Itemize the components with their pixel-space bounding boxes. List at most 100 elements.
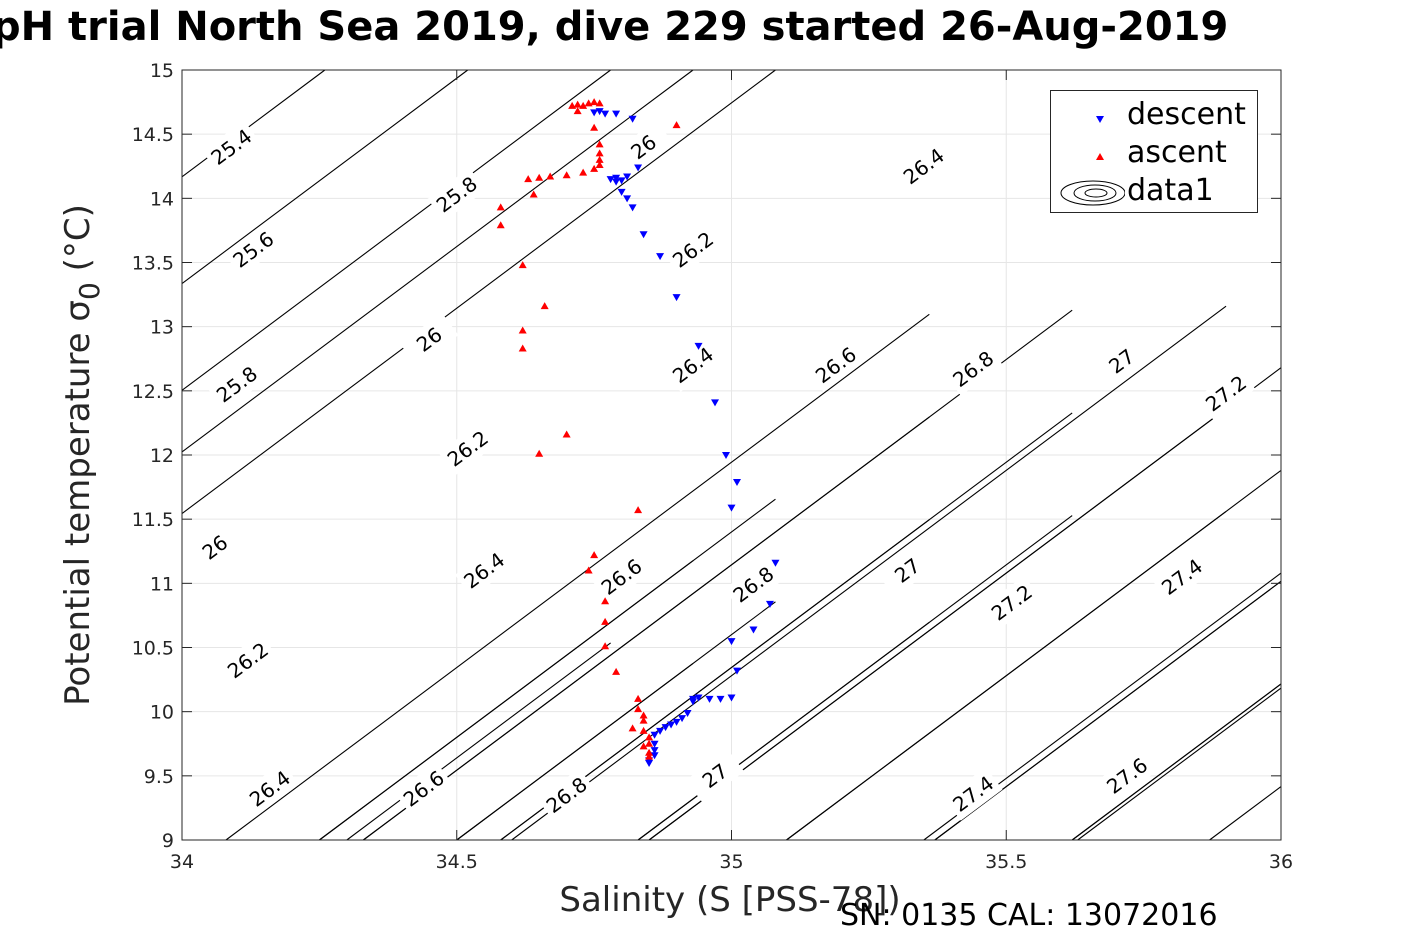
descent-point	[678, 715, 687, 723]
contour-label-bg	[207, 357, 267, 412]
contour-label-bg	[537, 768, 596, 822]
chart-title: pH trial North Sea 2019, dive 229 starte…	[0, 4, 1229, 50]
contour-label-bg	[240, 761, 300, 816]
data-points	[496, 98, 780, 767]
descent-point	[623, 173, 632, 181]
y-tick-label: 15	[150, 60, 174, 82]
contour-line	[363, 309, 1073, 841]
y-axis-label-text: Potential temperature σ	[58, 300, 98, 706]
contour-label-bg	[427, 167, 486, 222]
ascent-point	[535, 173, 544, 181]
ascent-point	[634, 506, 643, 514]
contour-label-bg	[1152, 550, 1212, 604]
descent-point	[650, 740, 659, 748]
ascent-point	[595, 99, 604, 107]
contour-line	[181, 69, 469, 284]
ascent-point	[562, 171, 571, 179]
contour-line	[181, 69, 694, 453]
contour-label-bg	[218, 633, 278, 688]
descent-point	[705, 695, 714, 703]
ascent-point	[645, 752, 654, 760]
descent-point	[628, 204, 637, 212]
ascent-point	[595, 149, 604, 157]
contour-label-bg	[455, 543, 514, 598]
contour-label-bg	[185, 520, 245, 575]
x-tick-label: 35.5	[985, 851, 1027, 873]
contour-label-bg	[1097, 749, 1157, 803]
contour-label-bg	[944, 767, 1003, 821]
descent-point	[656, 253, 665, 261]
y-tick-label: 14	[150, 188, 174, 210]
legend-label-descent: descent	[1127, 97, 1246, 132]
descent-point	[628, 115, 637, 123]
ascent-point	[639, 716, 648, 724]
descent-point	[634, 164, 643, 172]
contour-label-bg	[663, 338, 723, 392]
descent-point	[732, 667, 741, 675]
descent-point	[683, 709, 692, 717]
y-tick-label: 10	[150, 702, 174, 724]
contour-line	[1071, 683, 1282, 841]
descent-point	[650, 747, 659, 755]
contour-label-bg	[202, 120, 261, 174]
descent-point	[650, 731, 659, 739]
contour-label-bg	[438, 421, 497, 476]
y-tick-label: 11	[150, 573, 174, 595]
ascent-point	[639, 742, 648, 750]
legend-entry-data1: data1	[1051, 173, 1257, 211]
contour-label-bg	[806, 338, 866, 392]
legend[interactable]: descent ascent data1	[1050, 90, 1258, 213]
contour-label-bg	[982, 575, 1041, 630]
serial-calibration-note: SN: 0135 CAL: 13072016	[840, 898, 1218, 933]
ascent-point	[590, 164, 599, 172]
contour-icon	[1060, 180, 1125, 206]
ascent-point	[601, 642, 610, 650]
y-tick-label: 13.5	[132, 253, 174, 275]
x-tick-label: 34	[170, 851, 194, 873]
ascent-point	[568, 101, 577, 109]
ascent-point	[639, 726, 648, 734]
descent-point	[617, 188, 626, 196]
descent-point	[612, 110, 621, 118]
descent-point	[727, 694, 736, 702]
descent-point	[771, 559, 780, 567]
descent-point	[645, 760, 654, 767]
descent-point	[606, 176, 615, 184]
y-tick-label: 14.5	[132, 124, 174, 146]
y-axis-label-unit: (°C)	[58, 204, 98, 283]
ascent-point	[645, 733, 654, 741]
contour-label-bg	[1092, 334, 1151, 389]
x-tick-label: 34.5	[436, 851, 478, 873]
contour-label-bg	[614, 120, 673, 174]
y-tick-label: 12	[150, 445, 174, 467]
descent-point	[694, 342, 703, 350]
tick-labels: 34 34.5 35 35.5 36 9 9.5 10 10.5 11 11.5 12 12.5 13 13…	[132, 60, 1293, 873]
descent-point	[727, 638, 736, 646]
descent-point	[749, 626, 758, 634]
descent-point	[612, 178, 621, 186]
ascent-point	[595, 140, 604, 148]
ascent-point	[601, 617, 610, 625]
descent-point	[689, 698, 698, 706]
y-axis-label: Potential temperature σ0 (°C)	[58, 204, 106, 706]
contour-label-bg	[878, 543, 937, 598]
legend-label-data1: data1	[1127, 173, 1214, 208]
contour-line	[648, 367, 1282, 841]
ascent-point	[595, 160, 604, 168]
ascent-point	[590, 551, 599, 559]
descent-point	[672, 718, 681, 726]
descent-point	[672, 294, 681, 302]
contour-label-bg	[400, 312, 459, 367]
ascent-point	[590, 123, 599, 131]
descent-point	[722, 452, 731, 459]
ascent-point	[573, 107, 582, 115]
contour-line	[456, 601, 776, 841]
y-tick-label: 12.5	[132, 381, 174, 403]
ascent-point	[645, 739, 654, 747]
descent-point	[661, 724, 670, 732]
contour-line	[1209, 786, 1282, 841]
ascent-point	[540, 302, 549, 310]
ascent-point	[496, 221, 505, 229]
y-axis-label-subscript: 0	[73, 282, 106, 301]
